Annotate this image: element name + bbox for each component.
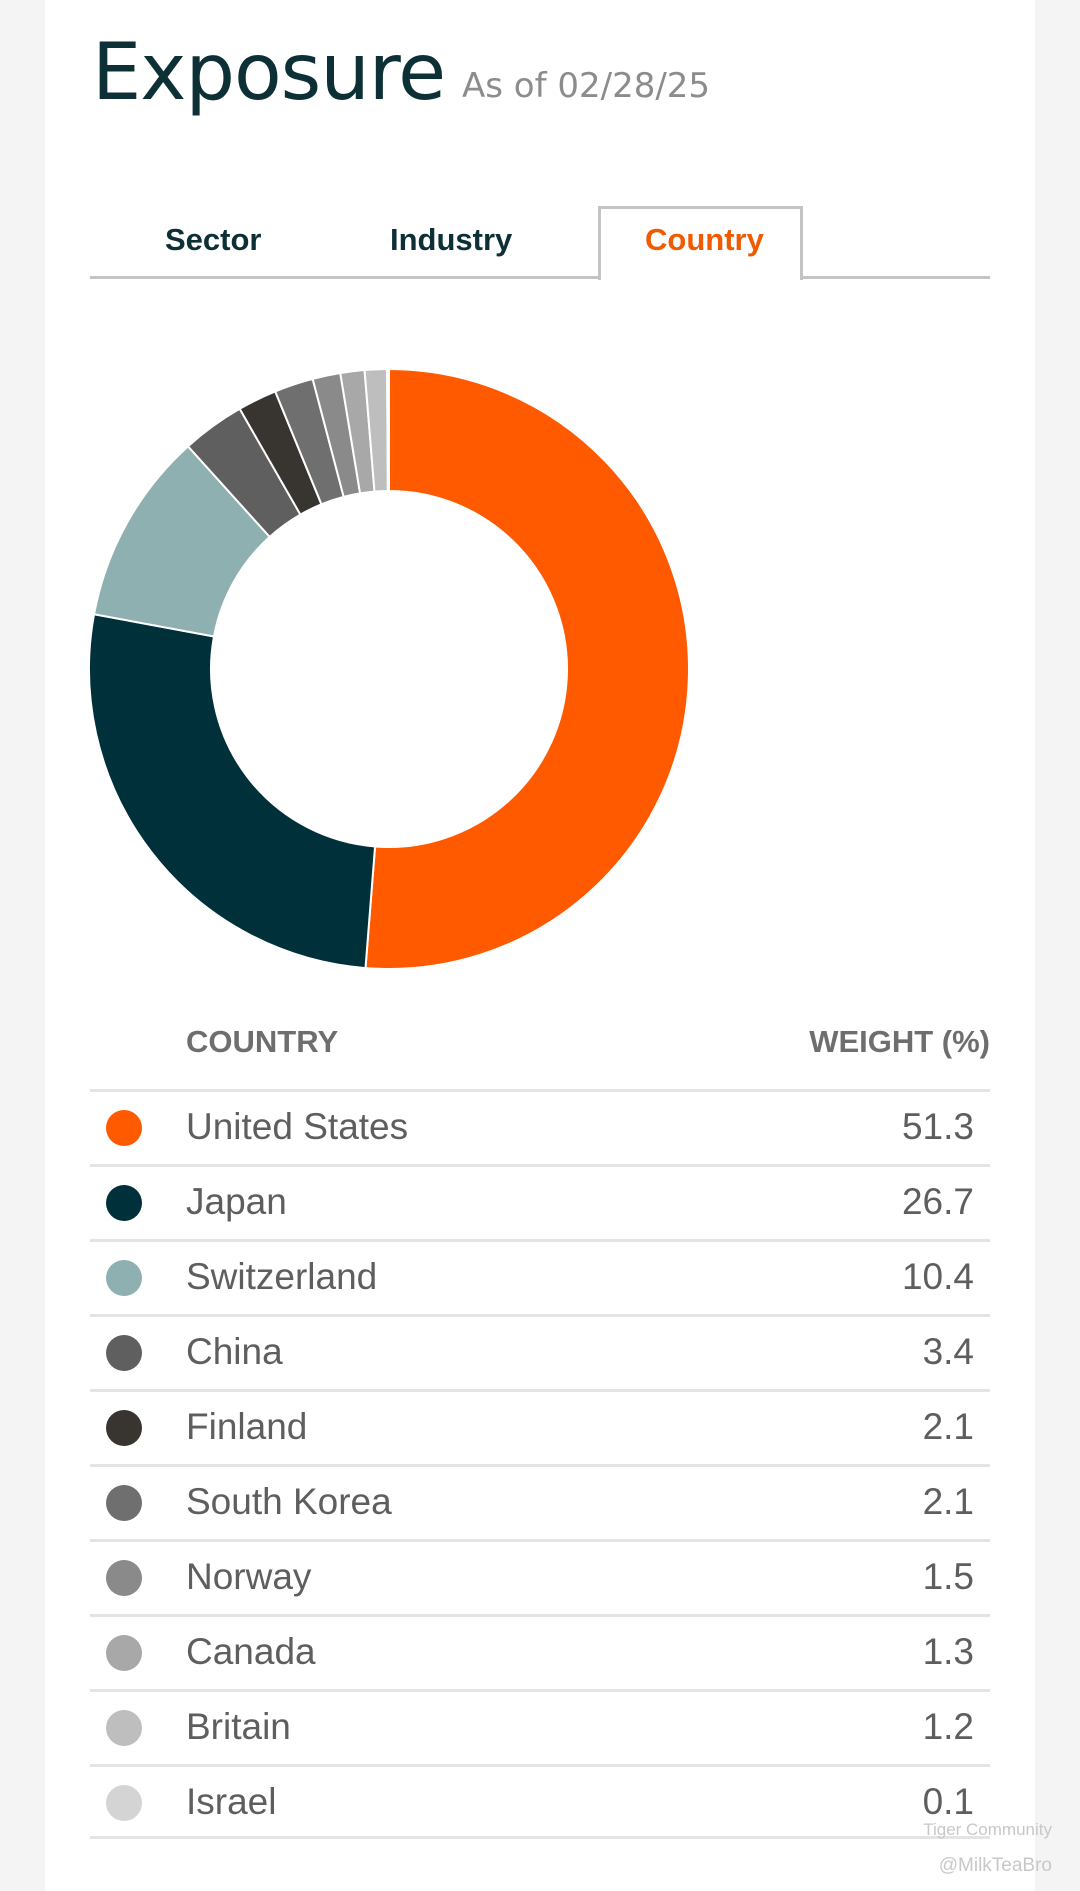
country-name: Norway bbox=[186, 1556, 312, 1597]
country-name: Finland bbox=[186, 1406, 308, 1447]
table-row: China 3.4 bbox=[90, 1314, 990, 1389]
as-of-date: As of 02/28/25 bbox=[462, 66, 711, 106]
watermark-handle: @MilkTeaBro bbox=[938, 1855, 1052, 1876]
country-weight: 10.4 bbox=[901, 1256, 974, 1297]
legend-dot bbox=[106, 1710, 142, 1746]
country-name: Israel bbox=[186, 1781, 277, 1822]
legend-dot bbox=[106, 1110, 142, 1146]
exposure-panel bbox=[45, 0, 1035, 1891]
table-row: Britain 1.2 bbox=[90, 1689, 990, 1764]
table-row: Canada 1.3 bbox=[90, 1614, 990, 1689]
watermark-brand: Tiger Community bbox=[923, 1820, 1052, 1839]
tab-underline bbox=[90, 276, 990, 279]
country-name: China bbox=[186, 1331, 283, 1372]
country-name: United States bbox=[186, 1106, 409, 1147]
tab-sector[interactable]: Sector bbox=[165, 222, 262, 257]
legend-dot bbox=[106, 1560, 142, 1596]
country-weight: 3.4 bbox=[922, 1331, 974, 1372]
table-row: Finland 2.1 bbox=[90, 1389, 990, 1464]
country-donut-chart bbox=[89, 369, 689, 969]
table-row: Israel 0.1 bbox=[90, 1764, 990, 1839]
active-tab-frame bbox=[598, 206, 803, 280]
country-name: Switzerland bbox=[186, 1256, 378, 1297]
country-weight: 26.7 bbox=[901, 1181, 974, 1222]
country-weight: 1.2 bbox=[922, 1706, 974, 1747]
country-name: Japan bbox=[186, 1181, 287, 1222]
country-name: Britain bbox=[186, 1706, 291, 1747]
donut-slice-united-states bbox=[364, 369, 689, 969]
donut-slice-japan bbox=[89, 613, 377, 969]
legend-dot bbox=[106, 1185, 142, 1221]
legend-dot bbox=[106, 1335, 142, 1371]
column-header-country: COUNTRY bbox=[186, 1024, 339, 1059]
country-weight: 2.1 bbox=[922, 1406, 974, 1447]
country-weight: 2.1 bbox=[922, 1481, 974, 1522]
table-row: United States 51.3 bbox=[90, 1089, 990, 1164]
country-name: Canada bbox=[186, 1631, 316, 1672]
table-row: Japan 26.7 bbox=[90, 1164, 990, 1239]
legend-dot bbox=[106, 1785, 142, 1821]
country-weight: 1.3 bbox=[922, 1631, 974, 1672]
country-weight: 0.1 bbox=[922, 1781, 974, 1822]
legend-dot bbox=[106, 1410, 142, 1446]
column-header-weight: WEIGHT (%) bbox=[809, 1024, 990, 1059]
donut-slice-israel bbox=[386, 369, 390, 493]
country-weight: 1.5 bbox=[922, 1556, 974, 1597]
legend-dot bbox=[106, 1260, 142, 1296]
legend-dot bbox=[106, 1485, 142, 1521]
table-row: Norway 1.5 bbox=[90, 1539, 990, 1614]
table-row: South Korea 2.1 bbox=[90, 1464, 990, 1539]
legend-dot bbox=[106, 1635, 142, 1671]
page-title: Exposure bbox=[92, 28, 446, 118]
tab-country[interactable]: Country bbox=[645, 222, 764, 257]
country-name: South Korea bbox=[186, 1481, 392, 1522]
country-weight: 51.3 bbox=[901, 1106, 974, 1147]
tab-industry[interactable]: Industry bbox=[390, 222, 513, 257]
table-row: Switzerland 10.4 bbox=[90, 1239, 990, 1314]
